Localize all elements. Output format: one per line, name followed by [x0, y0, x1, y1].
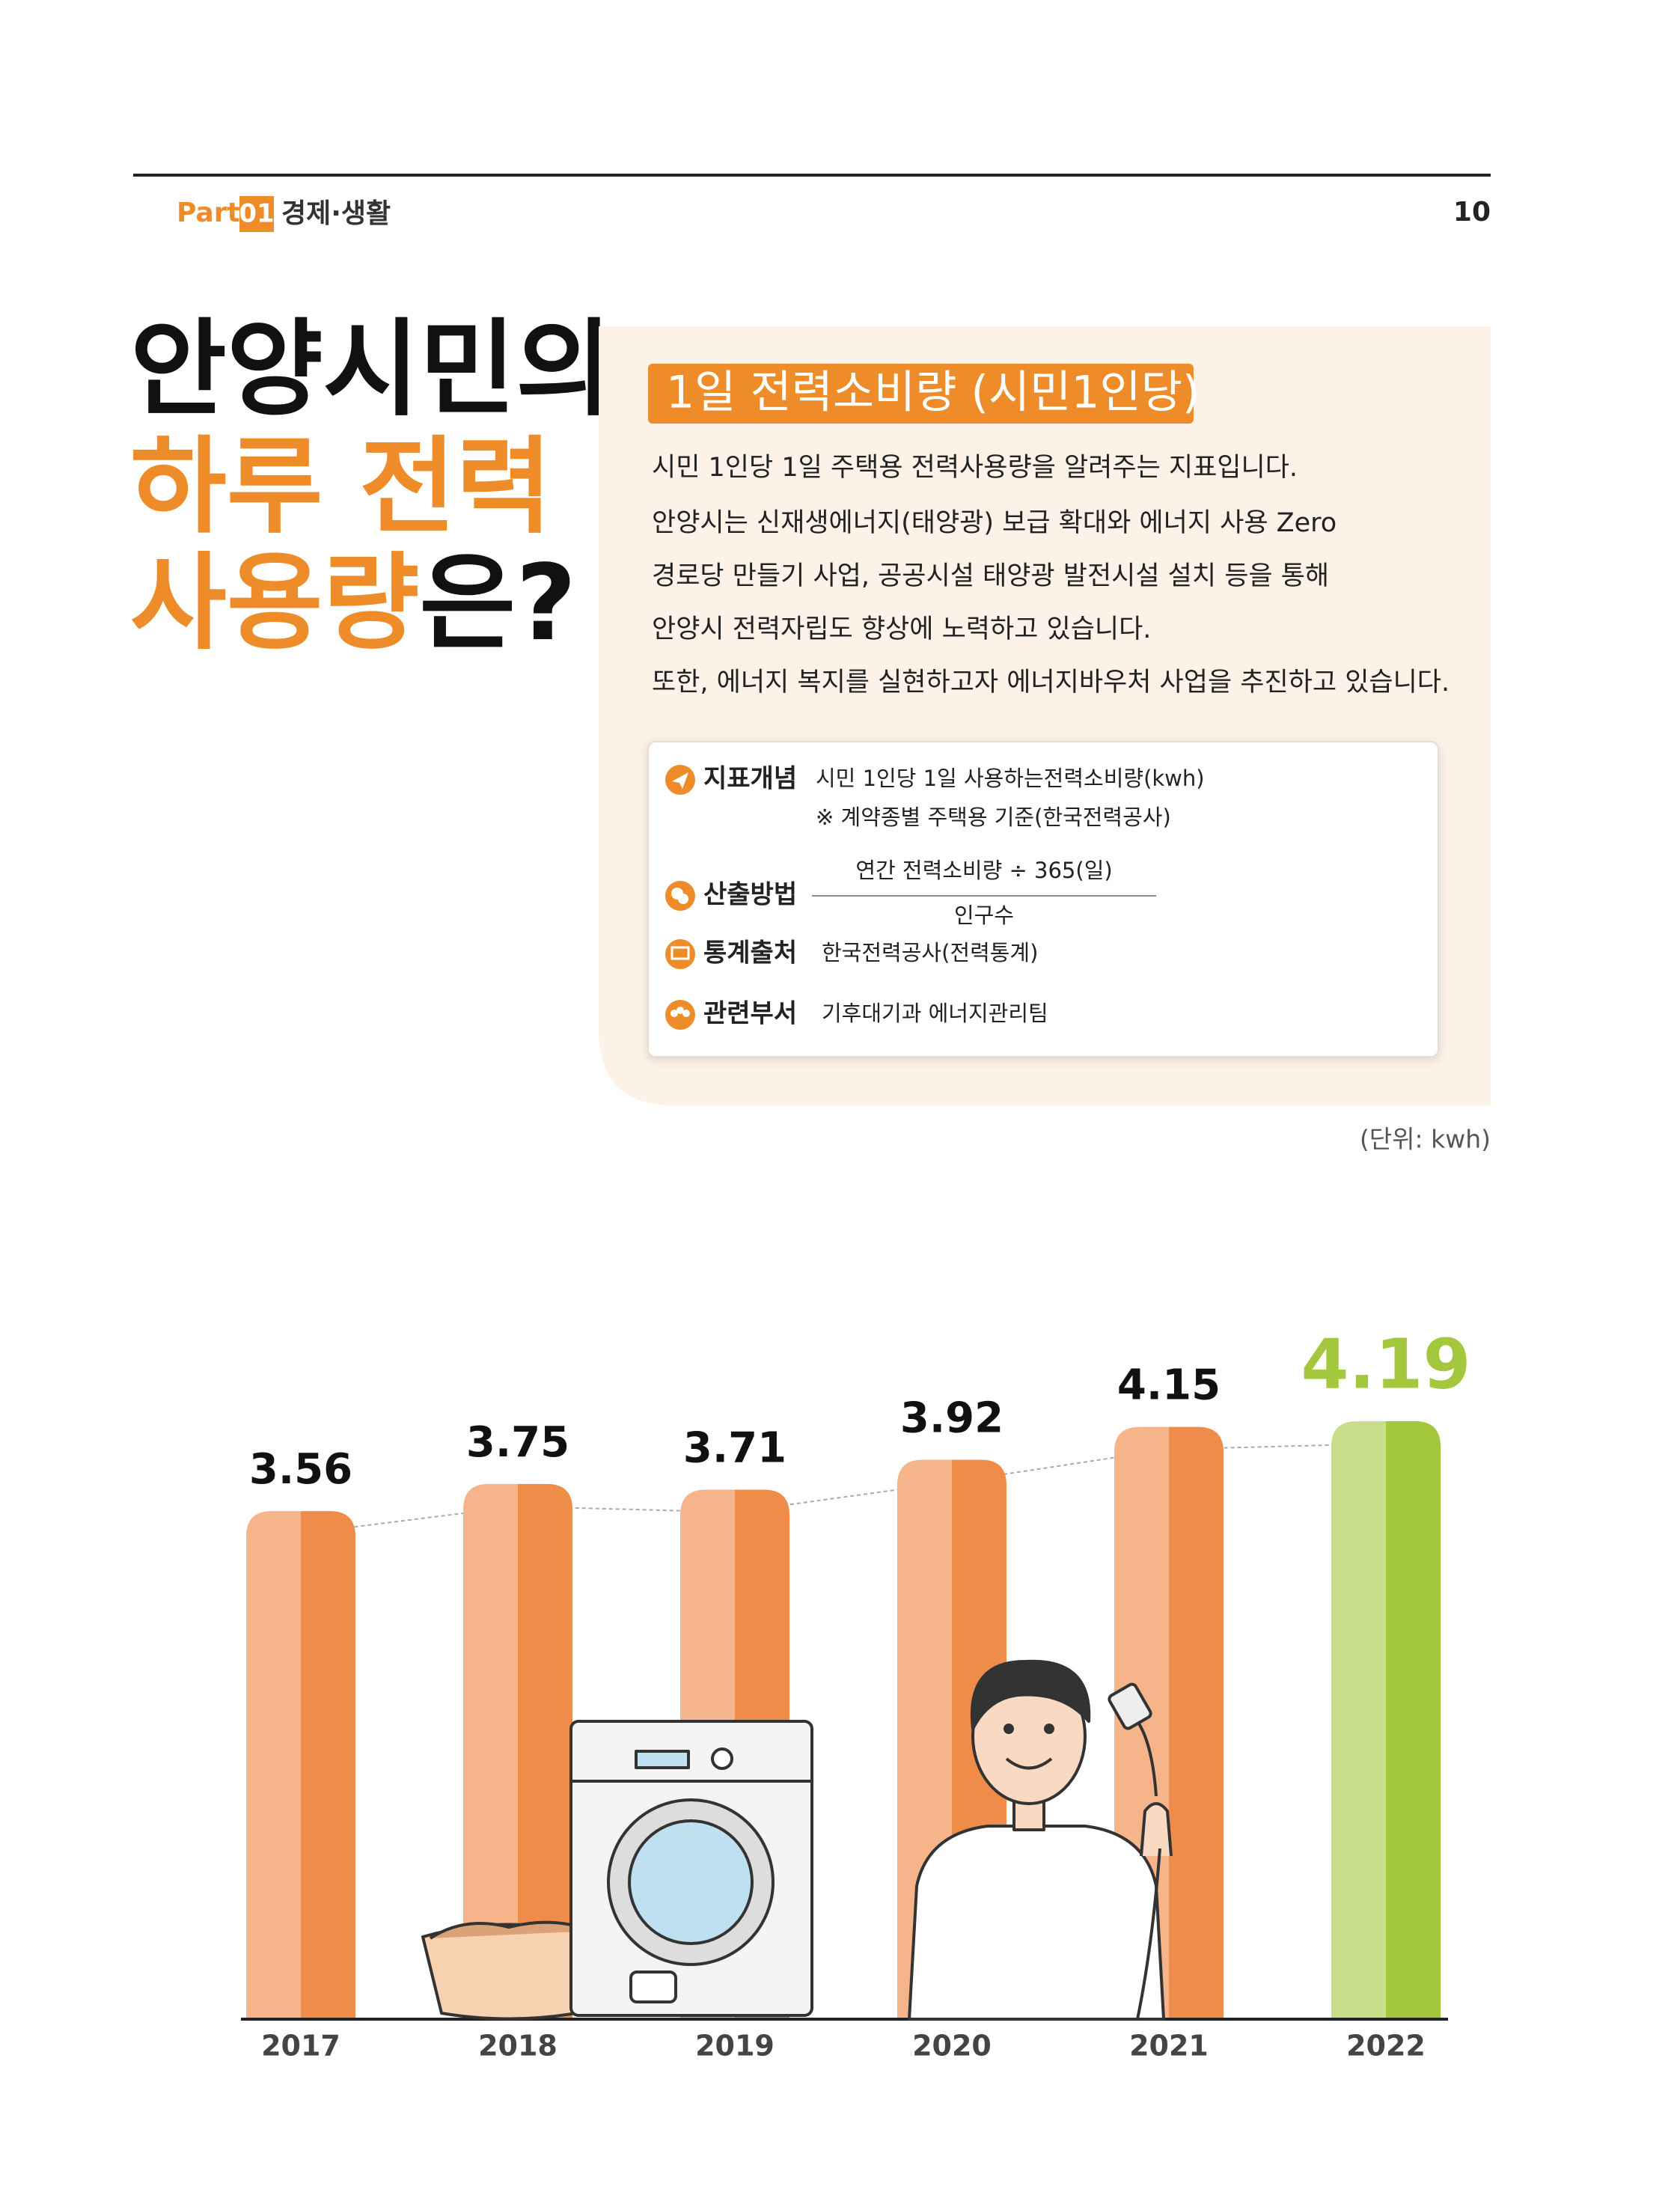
title-line: 하루 전력	[130, 427, 552, 549]
title-line: 사용량은?	[130, 543, 576, 665]
info-values: 시민 1인당 1일 사용하는전력소비량(kwh) ※ 계약종별 주택용 기준(한…	[812, 766, 1205, 1026]
x-tick-label: 2020	[912, 2030, 992, 2063]
row-label: 관련부서	[703, 999, 797, 1029]
paragraph-line: 안양시는 신재생에너지(태양광) 보급 확대와 에너지 사용 Zero	[652, 508, 1337, 538]
illustration	[421, 1659, 1173, 2021]
part-number: 01	[239, 199, 274, 229]
paragraph-line: 시민 1인당 1일 주택용 전력사용량을 알려주는 지표입니다.	[652, 453, 1298, 483]
person-eye	[1004, 1724, 1014, 1734]
x-tick-label: 2019	[695, 2030, 775, 2063]
icon	[665, 939, 695, 969]
section-name: 경제·생활	[281, 198, 391, 229]
icon	[671, 1010, 678, 1017]
icon	[671, 946, 690, 960]
person-hand	[1140, 1802, 1173, 1857]
title-line: 안양시민의	[130, 309, 612, 431]
chart: 3.56 2017 3.75 2018 3.71 2019 3.92 2020 4.15 2021…	[241, 1324, 1471, 2063]
info-icons	[665, 765, 695, 1030]
paragraph-line: 안양시 전력자립도 향상에 노력하고 있습니다.	[652, 614, 1151, 644]
icon	[672, 772, 688, 789]
laundry-basket	[421, 1923, 596, 2021]
paragraph-line: 경로당 만들기 사업, 공공시설 태양광 발전시설 설치 등을 통해	[652, 561, 1329, 591]
row-text: 시민 1인당 1일 사용하는전력소비량(kwh)	[816, 766, 1205, 791]
bar-right-half	[1169, 1426, 1224, 2019]
title-rest: 은?	[419, 543, 576, 665]
machine-display	[635, 1750, 690, 1769]
machine-glass	[628, 1819, 754, 1945]
bar-right-half	[1386, 1420, 1441, 2019]
person-hair	[970, 1659, 1091, 1730]
x-tick-label: 2018	[478, 2030, 558, 2063]
fraction-denominator: 인구수	[954, 903, 1014, 928]
icon	[678, 894, 688, 904]
value-label: 3.71	[683, 1424, 786, 1473]
row-text: 한국전력공사(전력통계)	[822, 940, 1038, 965]
unit-note: (단위: kwh)	[1360, 1125, 1491, 1154]
row-text: ※ 계약종별 주택용 기준(한국전력공사)	[816, 805, 1171, 830]
machine-drawer	[629, 1971, 677, 2003]
page-number: 10	[1453, 197, 1491, 228]
fraction-numerator: 연간 전력소비량 ÷ 365(일)	[855, 858, 1112, 883]
person-eye	[1044, 1724, 1054, 1734]
bar-right-half	[301, 1511, 355, 2019]
person-shirt	[908, 1825, 1165, 2021]
title-highlight: 사용량	[130, 543, 419, 665]
info-card	[647, 741, 1439, 1057]
paragraph-line: 또한, 에너지 복지를 실현하고자 에너지바우처 사업을 추진하고 있습니다.	[652, 668, 1450, 698]
icon	[682, 1010, 690, 1017]
icon	[676, 1007, 684, 1014]
row-label: 산출방법	[703, 880, 797, 910]
bar	[246, 1511, 355, 2019]
row-label: 통계출처	[703, 938, 797, 968]
bar-left-half	[1331, 1420, 1386, 2019]
value-label: 3.92	[900, 1394, 1004, 1443]
laundry	[429, 1920, 592, 1940]
power-cord	[1136, 1720, 1161, 2020]
x-tick-label: 2021	[1129, 2030, 1209, 2063]
row-text: 기후대기과 에너지관리팀	[822, 1001, 1048, 1026]
value-label: 3.56	[249, 1445, 352, 1494]
machine-knob	[711, 1747, 733, 1770]
value-label: 4.19	[1301, 1324, 1471, 1404]
bar-left-half	[463, 1483, 518, 2019]
info-heading: 1일 전력소비량 (시민1인당)	[666, 367, 1200, 419]
info-heading-box	[648, 364, 1194, 424]
power-plug	[1108, 1682, 1152, 1730]
value-label: 4.15	[1117, 1361, 1221, 1410]
bar-right-half	[518, 1483, 572, 2019]
info-labels: 지표개념 산출방법 통계출처 관련부서	[703, 764, 797, 1029]
info-paragraph: 시민 1인당 1일 주택용 전력사용량을 알려주는 지표입니다. 안양시는 신재…	[652, 453, 1450, 698]
x-tick-label: 2017	[261, 2030, 340, 2063]
x-tick-label: 2022	[1346, 2030, 1426, 2063]
value-label: 3.75	[466, 1418, 569, 1467]
row-label: 지표개념	[703, 764, 797, 794]
icon	[665, 1000, 695, 1030]
person-smile	[1005, 1757, 1053, 1770]
part-number-box	[239, 196, 274, 232]
bar	[1331, 1420, 1441, 2019]
part-label: Part	[177, 198, 240, 228]
bar-left-half	[246, 1511, 301, 2019]
bar	[463, 1483, 572, 2019]
